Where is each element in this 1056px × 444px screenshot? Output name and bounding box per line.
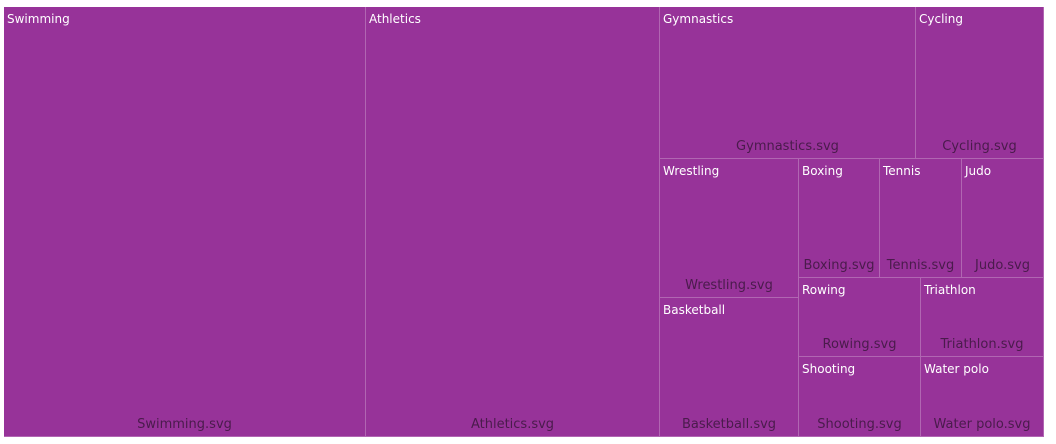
tile-image-filename: Cycling.svg xyxy=(942,139,1017,154)
tile-swimming[interactable]: Swimming Swimming.svg xyxy=(4,7,366,437)
tile-image-filename: Shooting.svg xyxy=(817,417,902,432)
tile-rowing[interactable]: Rowing Rowing.svg xyxy=(799,278,921,357)
tile-wrestling[interactable]: Wrestling Wrestling.svg xyxy=(660,159,799,298)
tile-label: Gymnastics xyxy=(663,12,734,26)
tile-image-filename: Tennis.svg xyxy=(886,258,955,273)
tile-label: Judo xyxy=(965,164,992,178)
tile-label: Tennis xyxy=(883,164,921,178)
tile-boxing[interactable]: Boxing Boxing.svg xyxy=(799,159,880,278)
tile-label: Basketball xyxy=(663,303,726,317)
tile-image-filename: Judo.svg xyxy=(975,258,1030,273)
tile-image-filename: Boxing.svg xyxy=(803,258,875,273)
tile-label: Shooting xyxy=(802,362,856,376)
tile-image-filename: Rowing.svg xyxy=(822,337,897,352)
tile-image-filename: Athletics.svg xyxy=(470,417,555,432)
treemap: Swimming Swimming.svg Athletics Athletics.s… xyxy=(4,7,1044,437)
tile-shooting[interactable]: Shooting Shooting.svg xyxy=(799,357,921,437)
tile-image-filename: Basketball.svg xyxy=(681,417,777,432)
tile-cycling[interactable]: Cycling Cycling.svg xyxy=(916,7,1044,159)
tile-label: Triathlon xyxy=(924,283,976,297)
tile-label: Cycling xyxy=(919,12,963,26)
tile-label: Athletics xyxy=(369,12,421,26)
tile-label: Boxing xyxy=(802,164,843,178)
tile-gymnastics[interactable]: Gymnastics Gymnastics.svg xyxy=(660,7,916,159)
tile-label: Wrestling xyxy=(663,164,720,178)
tile-basketball[interactable]: Basketball Basketball.svg xyxy=(660,298,799,437)
tile-label: Rowing xyxy=(802,283,846,297)
tile-athletics[interactable]: Athletics Athletics.svg xyxy=(366,7,660,437)
tile-image-filename: Triathlon.svg xyxy=(940,337,1024,352)
tile-image-filename: Gymnastics.svg xyxy=(736,139,839,154)
tile-image-filename: Swimming.svg xyxy=(137,417,232,432)
tile-image-filename: Water polo.svg xyxy=(933,417,1031,432)
tile-label: Swimming xyxy=(7,12,70,26)
tile-image-filename: Wrestling.svg xyxy=(685,278,773,293)
tile-triathlon[interactable]: Triathlon Triathlon.svg xyxy=(921,278,1044,357)
tile-label: Water polo xyxy=(924,362,989,376)
tile-judo[interactable]: Judo Judo.svg xyxy=(962,159,1044,278)
tile-tennis[interactable]: Tennis Tennis.svg xyxy=(880,159,962,278)
tile-water-polo[interactable]: Water polo Water polo.svg xyxy=(921,357,1044,437)
